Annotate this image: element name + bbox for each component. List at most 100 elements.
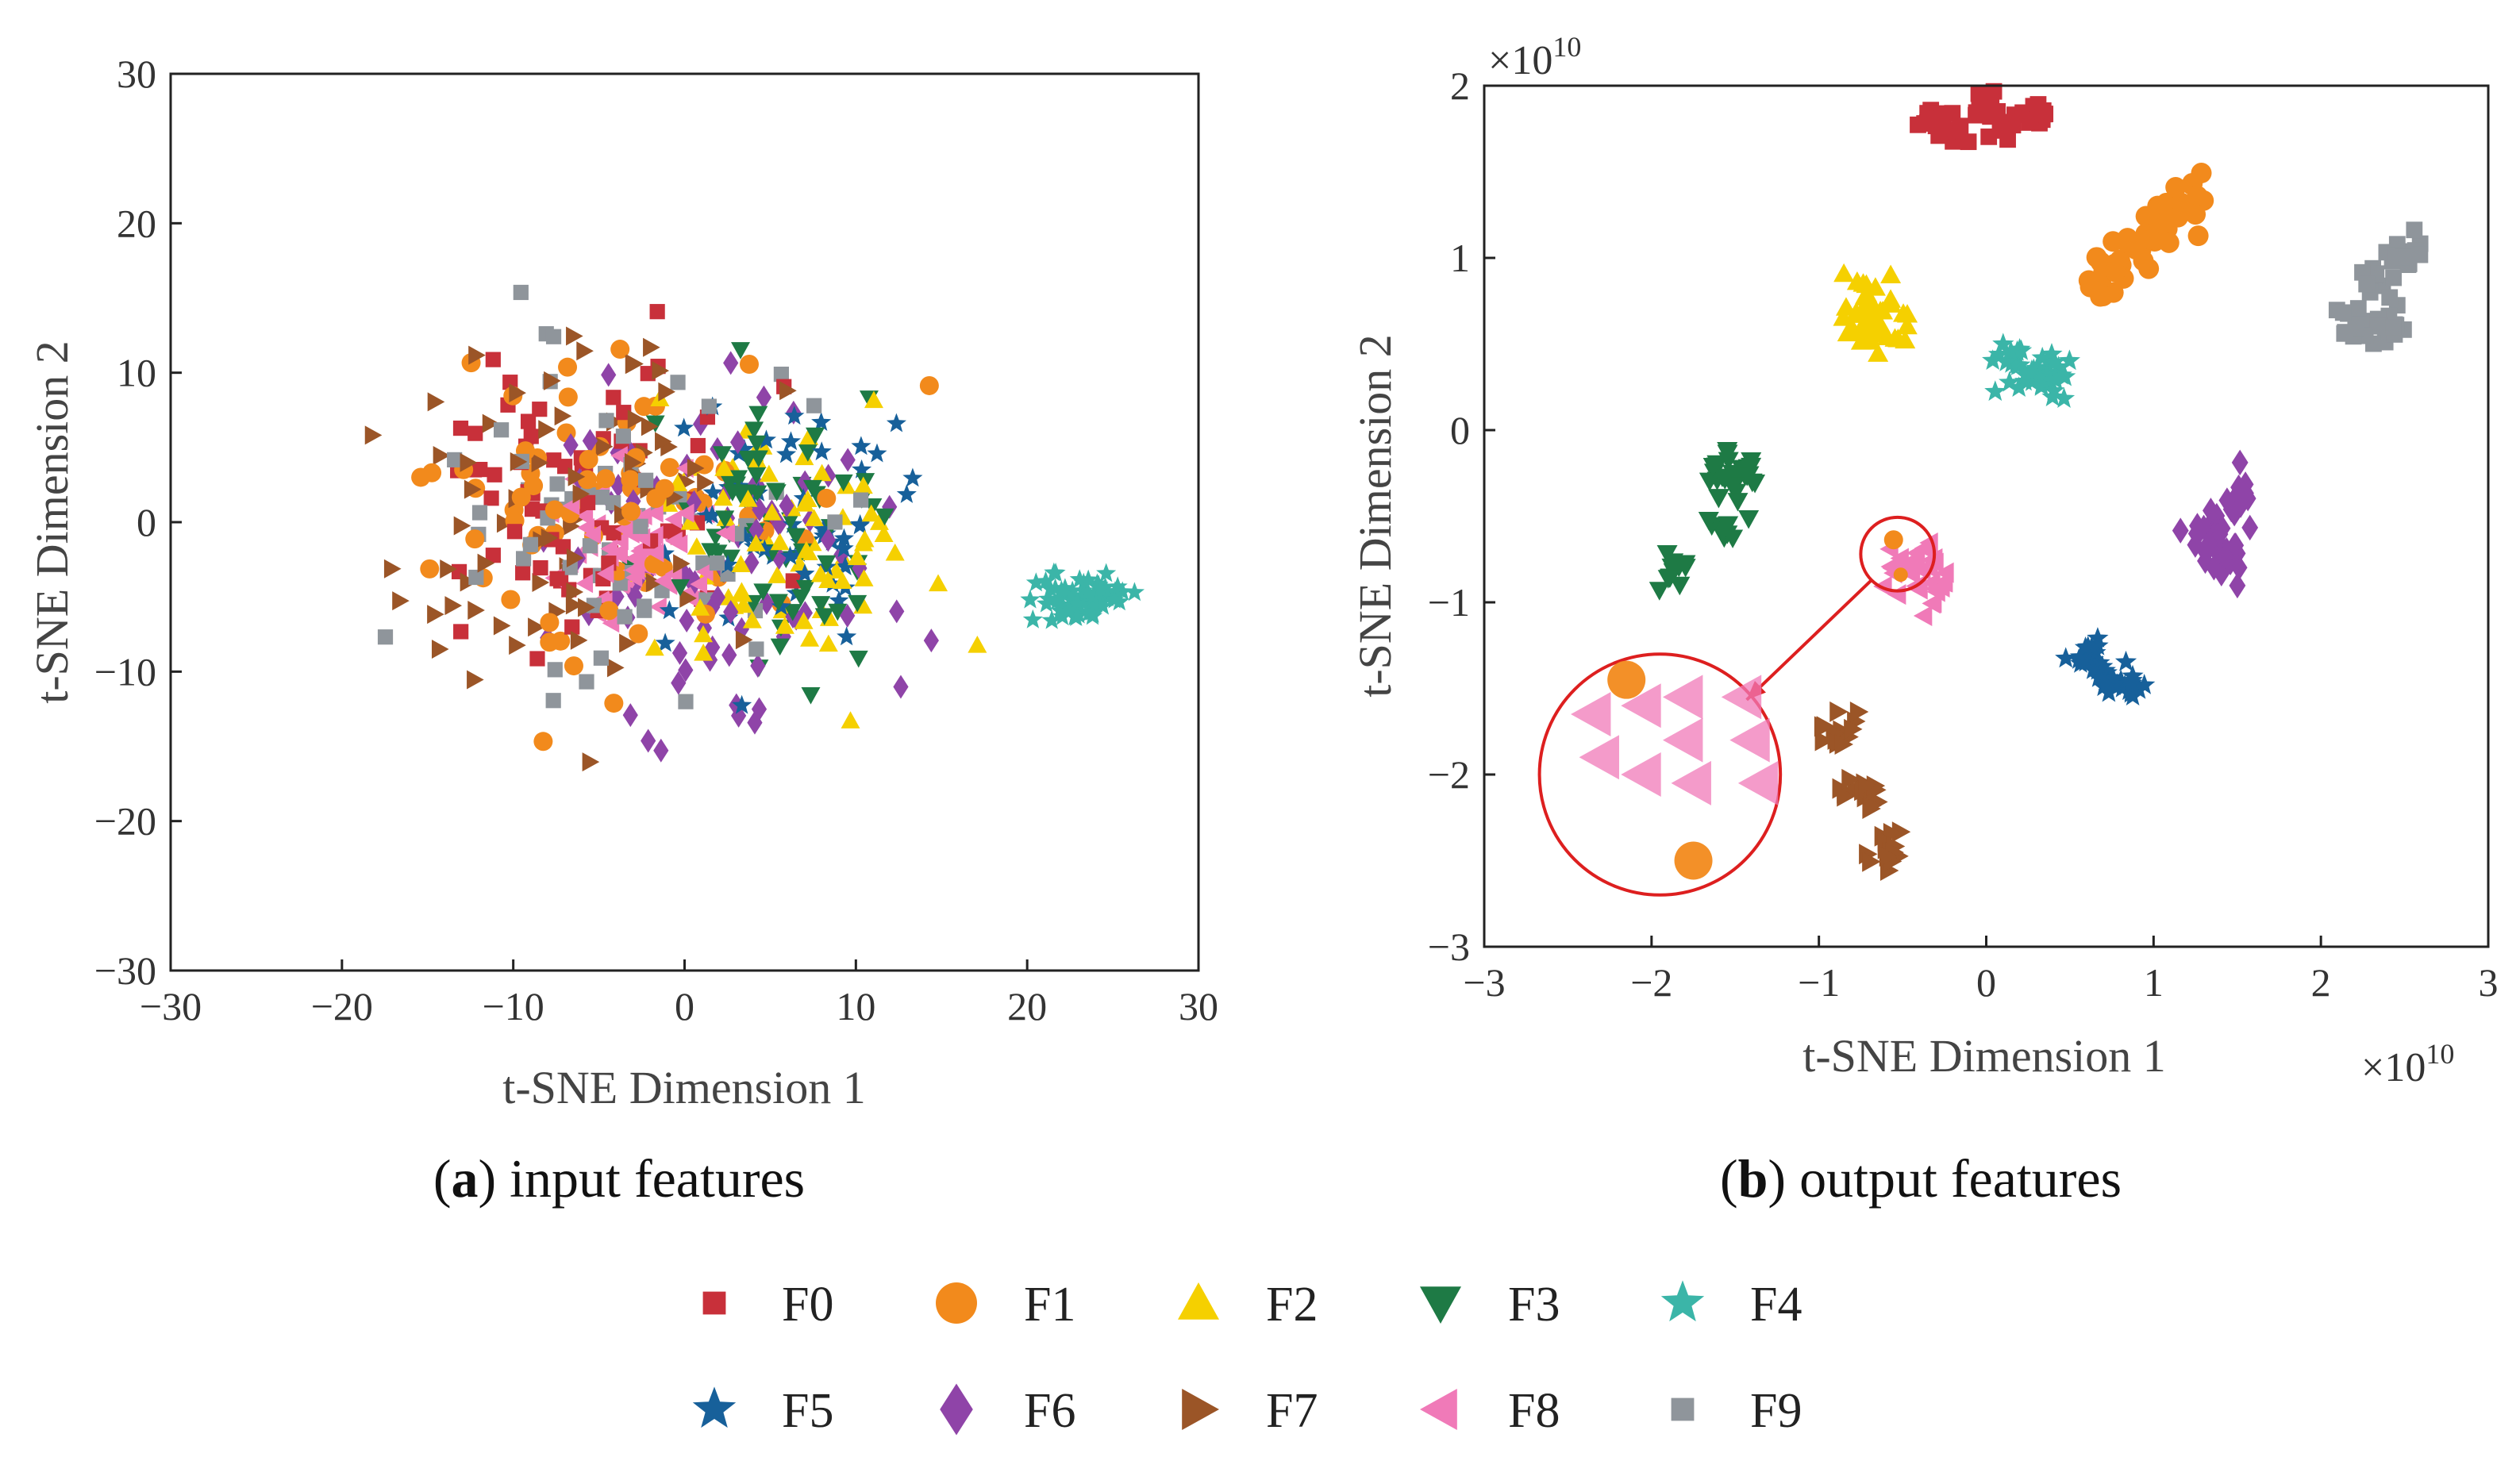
panel-a-point-f2 [818,634,838,652]
panel-a-point-f9 [579,674,594,690]
panel-a-point-f4 [1059,600,1079,620]
panel-a-point-f7 [679,588,697,608]
panel-a-point-f1 [544,500,564,520]
panel-a-point-f4 [1022,609,1043,629]
panel-b-point-f5 [2122,664,2144,686]
panel-b-point-f3 [1649,582,1670,601]
panel-a-point-f5 [756,429,776,449]
panel-a-point-f3 [786,528,806,546]
panel-a-point-f0 [515,565,531,581]
panel-b-point-f8 [1922,593,1941,614]
panel-b-point-f3 [1669,576,1691,596]
panel-a-point-f6 [840,448,856,472]
panel-b-point-f5 [2102,667,2124,687]
panel-a-point-f2 [968,636,987,653]
panel-a-point-f7 [687,459,705,479]
panel-b-point-f9 [2411,246,2429,263]
panel-a-point-f4 [1047,590,1068,609]
panel-a-x-tick-label: −10 [483,984,544,1028]
panel-b-point-f2 [1856,298,1877,317]
panel-a-point-f7 [427,392,445,412]
panel-a-point-f8 [695,562,714,582]
panel-a-y-tick-label: −30 [94,948,156,993]
panel-b-point-f0 [2022,111,2039,129]
panel-b-y-tick-label: −3 [1428,925,1470,969]
panel-a-point-f3 [722,484,742,502]
panel-a-point-f3 [701,543,721,560]
panel-a-point-f9 [377,629,394,645]
panel-b-point-f6 [2231,449,2249,476]
panel-a-point-f3 [833,474,853,492]
panel-b-point-f4 [2045,368,2067,390]
panel-a-point-f1 [558,387,578,407]
panel-b-point-f0 [1916,115,1933,132]
panel-a-point-f2 [733,584,752,602]
panel-b-point-f5 [2120,672,2142,693]
panel-a-point-f3 [753,583,773,601]
panel-a-point-f9 [827,514,843,530]
panel-b-point-f7 [1814,730,1833,752]
zoomed-point-f8 [1671,760,1711,805]
panel-b-point-f4 [1995,351,2018,371]
panel-a-point-f0 [485,352,501,367]
panel-b-point-f4 [2009,353,2031,375]
panel-a-point-f7 [735,630,753,650]
panel-a-point-f6 [729,430,746,455]
panel-a-point-f2 [818,571,838,588]
panel-b-point-f2 [1864,277,1886,296]
panel-a-point-f1 [919,375,939,395]
legend-star-icon [692,1386,737,1428]
panel-a-point-f9 [701,398,717,414]
panel-a-point-f7 [541,528,559,548]
panel-a-point-f7 [627,409,645,429]
panel-a-point-f3 [768,594,788,612]
panel-b-point-f1 [2187,186,2208,207]
panel-a-point-f8 [602,613,620,633]
panel-a-point-f6 [723,351,739,375]
panel-b-point-f7 [1837,786,1856,807]
panel-b-point-f3 [1741,457,1762,477]
panel-a-point-f2 [775,617,794,634]
zoomed-point-f8 [1571,692,1611,737]
panel-a-point-f4 [1107,576,1128,596]
panel-a-point-f7 [643,337,660,357]
panel-b-y-tick-label: 2 [1450,63,1470,108]
panel-a-point-f5 [776,444,797,463]
panel-b-point-f6 [2201,530,2218,557]
panel-a-point-f6 [641,728,656,753]
panel-a-point-f1 [629,624,648,644]
panel-a-point-f6 [678,658,694,682]
panel-a-point-f7 [532,572,550,592]
panel-a-point-f3 [780,512,800,530]
panel-a-point-f4 [1091,579,1111,598]
panel-a-point-f1 [739,355,759,375]
panel-a-point-f9 [637,598,652,614]
caption-a: (a) input features [433,1148,805,1209]
panel-a-point-f7 [566,582,584,602]
panel-a-point-f2 [759,464,779,482]
panel-a-point-f8 [664,509,683,529]
panel-a-point-f2 [804,509,824,526]
legend-label-f3: F3 [1508,1278,1560,1332]
panel-b-point-f7 [1862,851,1881,872]
panel-a-point-f4 [1044,562,1064,582]
panel-a-point-f4 [1066,607,1087,626]
panel-b-point-f4 [2050,363,2072,385]
panel-a-point-f0 [502,375,518,390]
panel-a-point-f3 [795,579,815,598]
panel-a-point-f0 [483,490,499,506]
panel-b-point-f4 [2058,349,2080,371]
panel-b-point-f4 [2030,374,2053,394]
panel-a-point-f6 [747,710,763,735]
caption-b-letter: b [1738,1148,1768,1209]
panel-b-point-f6 [2187,532,2204,558]
panel-a-point-f4 [1105,581,1125,601]
panel-b-point-f0 [1949,122,1966,140]
panel-a-point-f0 [453,624,469,640]
panel-a-x-tick-label: −20 [311,984,373,1028]
panel-a-point-f7 [392,591,410,611]
panel-a-point-f4 [1036,571,1056,590]
panel-b-point-f2 [1896,315,1918,335]
panel-a-point-f6 [679,608,694,632]
panel-b-point-f6 [2226,500,2243,527]
